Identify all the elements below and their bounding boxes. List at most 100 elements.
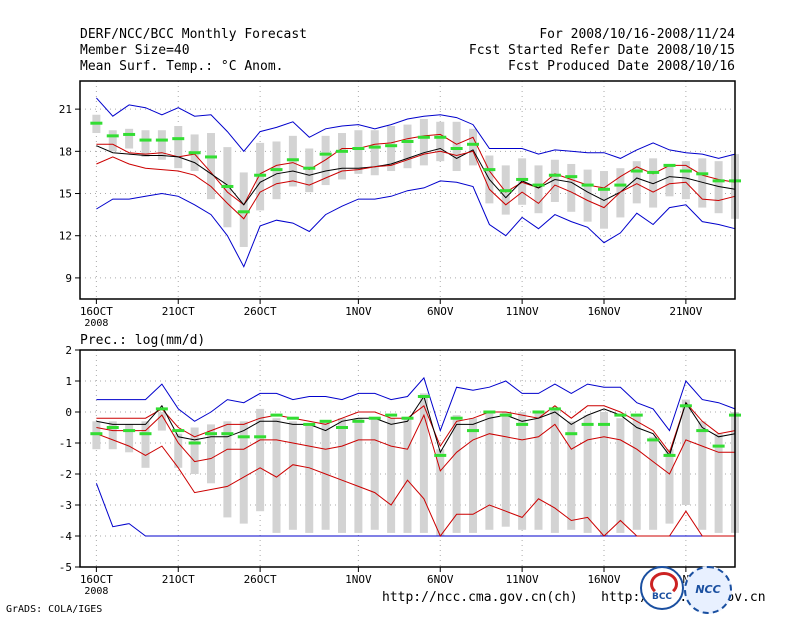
iqr-bar <box>207 133 215 200</box>
median-mark <box>647 438 660 442</box>
median-mark <box>614 413 627 417</box>
iqr-bar <box>305 148 314 193</box>
series-mean <box>96 145 736 206</box>
iqr-bar <box>321 135 330 186</box>
median-mark <box>417 395 430 398</box>
median-mark <box>581 422 594 426</box>
iqr-bar <box>665 449 674 524</box>
iqr-bar <box>370 130 379 176</box>
y-tick-label: -4 <box>59 530 73 543</box>
iqr-bar <box>108 130 117 152</box>
x-tick-label: 1NOV <box>345 305 372 318</box>
median-mark <box>286 416 299 420</box>
median-mark <box>565 175 578 179</box>
ncc-link[interactable]: http://ncc.cma.gov.cn(ch) <box>382 590 578 605</box>
iqr-bar <box>239 421 248 524</box>
iqr-bar <box>174 126 183 169</box>
median-mark <box>254 173 267 177</box>
iqr-bar <box>583 415 592 533</box>
iqr-bar <box>387 126 396 172</box>
y-tick-label: -3 <box>59 499 72 512</box>
bcc-logo: BCC <box>640 566 684 610</box>
median-mark <box>450 416 463 420</box>
median-mark <box>499 189 512 193</box>
median-mark <box>368 416 381 420</box>
median-mark <box>417 135 430 139</box>
median-mark <box>401 139 414 143</box>
iqr-bar <box>714 161 723 214</box>
median-mark <box>221 432 234 436</box>
iqr-bar <box>550 408 559 533</box>
median-mark <box>483 168 496 172</box>
iqr-bar <box>157 130 166 160</box>
iqr-bar <box>321 421 330 530</box>
iqr-bar <box>436 449 445 536</box>
iqr-bar <box>157 412 166 431</box>
series-lower-bound <box>96 433 735 537</box>
iqr-bar <box>256 408 265 512</box>
x-tick-label: 16OCT <box>80 305 113 318</box>
median-mark <box>172 137 185 141</box>
series-min <box>95 483 735 537</box>
chart-panel-1: -5 -4 -3 -2 -1 0 1 2 16OCT 21OCT 26OCT 1NOV 6NOV 11NO… <box>59 333 741 597</box>
iqr-bar <box>436 121 445 162</box>
iqr-bar <box>354 130 363 174</box>
iqr-bar <box>469 418 477 533</box>
header-left: DERF/NCC/BCC Monthly Forecast Member Size… <box>80 27 307 75</box>
median-mark <box>679 404 692 408</box>
median-mark <box>565 432 578 436</box>
iqr-bar <box>714 433 723 533</box>
iqr-bar <box>419 118 428 166</box>
x-tick-label: 21NOV <box>669 305 702 318</box>
iqr-bar <box>174 433 183 468</box>
median-mark <box>188 441 201 445</box>
iqr-bar <box>567 421 576 530</box>
y-tick-label: 0 <box>65 406 72 419</box>
median-mark <box>696 172 709 176</box>
iqr-bar <box>403 418 412 533</box>
year-label: 2008 <box>84 318 108 329</box>
y-tick-label: 2 <box>65 344 72 357</box>
median-mark <box>483 410 496 414</box>
median-mark <box>172 429 185 433</box>
iqr-bar <box>632 161 641 204</box>
year-label: 2008 <box>84 586 108 597</box>
y-tick-label: -1 <box>59 437 72 450</box>
iqr-bar <box>501 412 510 527</box>
y-tick-label: 18 <box>59 145 72 158</box>
iqr-bar <box>518 412 527 530</box>
iqr-bar <box>600 412 608 536</box>
iqr-bar <box>469 128 477 166</box>
forecast-period: For 2008/10/16-2008/11/24 <box>539 27 735 42</box>
median-mark <box>139 138 152 142</box>
median-mark <box>516 422 529 426</box>
iqr-bar <box>583 169 592 222</box>
median-mark <box>499 413 512 417</box>
iqr-bar <box>665 163 674 197</box>
median-mark <box>254 435 267 439</box>
iqr-bar <box>600 171 608 229</box>
x-tick-label: 16NOV <box>587 573 620 586</box>
median-mark <box>352 419 365 423</box>
iqr-bar <box>403 124 412 169</box>
iqr-bar <box>207 424 215 484</box>
median-mark <box>155 407 168 411</box>
iqr-bar <box>534 165 543 214</box>
median-mark <box>237 435 250 439</box>
iqr-bar <box>338 418 346 533</box>
iqr-bar <box>141 421 150 468</box>
grads-credit: GrADS: COLA/IGES <box>6 604 103 615</box>
series-lower <box>96 150 736 220</box>
median-mark <box>155 138 168 142</box>
median-mark <box>467 429 479 433</box>
iqr-bar <box>387 418 396 533</box>
iqr-bar <box>288 421 297 530</box>
median-mark <box>548 407 561 411</box>
median-mark <box>467 142 479 146</box>
x-tick-label: 11NOV <box>506 305 539 318</box>
median-mark <box>336 149 348 153</box>
ncc-logo: NCC <box>684 566 732 614</box>
median-mark <box>712 179 725 183</box>
iqr-bar <box>338 133 346 180</box>
